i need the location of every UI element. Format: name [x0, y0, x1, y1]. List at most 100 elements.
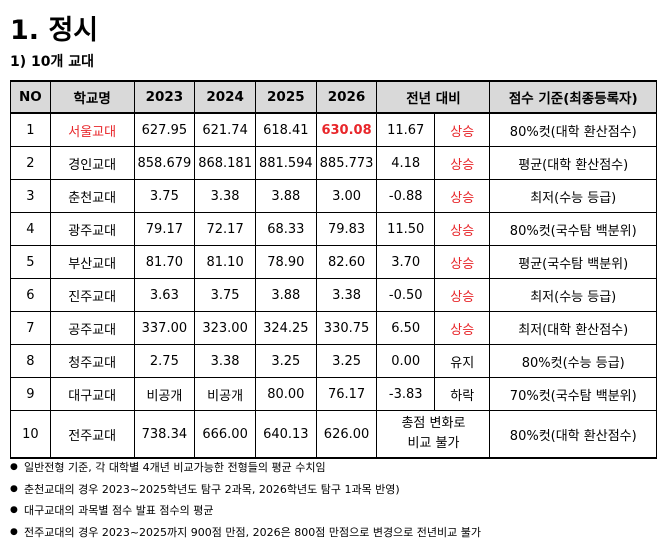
cell-2025: 3.88 [254, 179, 317, 213]
cell-no: 7 [10, 311, 51, 345]
cell-2023: 비공개 [133, 377, 196, 411]
cell-trend: 상승 [433, 146, 491, 180]
footnote-text: 대구교대의 과목별 점수 발표 점수의 평균 [24, 504, 214, 517]
bullet-icon: ● [10, 462, 18, 472]
cell-basis: 80%컷(국수탐 백분위) [489, 212, 657, 246]
header-no: NO [10, 80, 51, 114]
footnote-text: 춘천교대의 경우 2023~2025학년도 탐구 2과목, 2026학년도 탐구… [24, 482, 400, 496]
cell-diff: -3.83 [376, 377, 435, 411]
cell-no: 8 [10, 344, 51, 378]
header-basis: 점수 기준(최종등록자) [489, 80, 657, 114]
cell-2025: 78.90 [254, 245, 317, 279]
cell-basis: 80%컷(대학 환산점수) [489, 112, 657, 147]
cell-school: 청주교대 [49, 344, 135, 378]
footnote-item: ● 대구교대의 과목별 점수 발표 점수의 평균 [10, 500, 660, 522]
cell-trend: 상승 [433, 311, 491, 345]
admission-score-table: NO 학교명 2023 2024 2025 2026 전년 대비 점수 기준(최… [10, 80, 657, 459]
cell-2025: 881.594 [254, 146, 317, 180]
cell-2024: 3.38 [194, 179, 256, 213]
cell-2023: 2.75 [133, 344, 196, 378]
cell-2025: 3.25 [254, 344, 317, 378]
cell-2024: 621.74 [194, 112, 256, 147]
cell-diff: 3.70 [376, 245, 435, 279]
table-row: 4 광주교대 79.17 72.17 68.33 79.83 11.50 상승 … [10, 212, 657, 246]
header-school: 학교명 [49, 80, 135, 114]
cell-2023: 337.00 [133, 311, 196, 345]
cell-2024: 72.17 [194, 212, 256, 246]
table-row: 7 공주교대 337.00 323.00 324.25 330.75 6.50 … [10, 311, 657, 345]
merged-note-line1: 총점 변화로 [401, 416, 466, 431]
cell-2025: 3.88 [254, 278, 317, 312]
table-row: 1 서울교대 627.95 621.74 618.41 630.08 11.67… [10, 112, 657, 147]
cell-2025: 640.13 [254, 410, 317, 459]
cell-diff: -0.50 [376, 278, 435, 312]
bullet-icon: ● [10, 505, 18, 515]
table-row: 5 부산교대 81.70 81.10 78.90 82.60 3.70 상승 평… [10, 245, 657, 279]
cell-2024: 3.75 [194, 278, 256, 312]
cell-no: 4 [10, 212, 51, 246]
table-row: 8 청주교대 2.75 3.38 3.25 3.25 0.00 유지 80%컷(… [10, 344, 657, 378]
cell-diff: 0.00 [376, 344, 435, 378]
cell-diff: 11.50 [376, 212, 435, 246]
cell-2025: 80.00 [254, 377, 317, 411]
cell-2023: 3.63 [133, 278, 196, 312]
cell-basis: 최저(수능 등급) [489, 179, 657, 213]
cell-2023: 738.34 [133, 410, 196, 459]
cell-school: 광주교대 [49, 212, 135, 246]
cell-2025: 324.25 [254, 311, 317, 345]
cell-2023: 81.70 [133, 245, 196, 279]
cell-basis: 80%컷(수능 등급) [489, 344, 657, 378]
cell-trend: 상승 [433, 179, 491, 213]
cell-trend: 유지 [433, 344, 491, 378]
header-2025: 2025 [254, 80, 317, 114]
header-2024: 2024 [194, 80, 256, 114]
bullet-icon: ● [10, 483, 18, 494]
cell-no: 9 [10, 377, 51, 411]
footnotes: ● 일반전형 기준, 각 대학별 4개년 비교가능한 전형들의 평균 수치임 ●… [10, 457, 660, 543]
cell-yoy-merged: 총점 변화로 비교 불가 [376, 410, 491, 459]
cell-basis: 평균(국수탐 백분위) [489, 245, 657, 279]
page-title: 1. 정시 [10, 15, 99, 46]
cell-2024: 비공개 [194, 377, 256, 411]
cell-basis: 최저(대학 환산점수) [489, 311, 657, 345]
cell-2024: 323.00 [194, 311, 256, 345]
cell-2026: 79.83 [315, 212, 378, 246]
cell-2026: 3.25 [315, 344, 378, 378]
cell-school: 전주교대 [49, 410, 135, 459]
cell-2024: 868.181 [194, 146, 256, 180]
cell-2024: 81.10 [194, 245, 256, 279]
cell-2026: 626.00 [315, 410, 378, 459]
cell-no: 5 [10, 245, 51, 279]
header-yoy: 전년 대비 [376, 80, 491, 114]
cell-school: 공주교대 [49, 311, 135, 345]
section-subtitle: 1) 10개 교대 [10, 54, 95, 70]
footnote-item: ● 일반전형 기준, 각 대학별 4개년 비교가능한 전형들의 평균 수치임 [10, 457, 660, 479]
cell-2026: 330.75 [315, 311, 378, 345]
cell-no: 10 [10, 410, 51, 459]
cell-trend: 상승 [433, 212, 491, 246]
cell-no: 6 [10, 278, 51, 312]
table-row: 10 전주교대 738.34 666.00 640.13 626.00 총점 변… [10, 410, 657, 459]
bullet-icon: ● [10, 526, 18, 537]
cell-2026: 885.773 [315, 146, 378, 180]
cell-no: 1 [10, 112, 51, 147]
cell-2026: 3.38 [315, 278, 378, 312]
cell-2023: 627.95 [133, 112, 196, 147]
cell-basis: 70%컷(국수탐 백분위) [489, 377, 657, 411]
cell-basis: 80%컷(대학 환산점수) [489, 410, 657, 459]
cell-trend: 하락 [433, 377, 491, 411]
cell-diff: 4.18 [376, 146, 435, 180]
cell-2023: 79.17 [133, 212, 196, 246]
footnote-item: ● 전주교대의 경우 2023~2025까지 900점 만점, 2026은 80… [10, 522, 660, 544]
cell-diff: -0.88 [376, 179, 435, 213]
table-row: 9 대구교대 비공개 비공개 80.00 76.17 -3.83 하락 70%컷… [10, 377, 657, 411]
cell-2023: 858.679 [133, 146, 196, 180]
cell-school: 춘천교대 [49, 179, 135, 213]
footnote-text: 일반전형 기준, 각 대학별 4개년 비교가능한 전형들의 평균 수치임 [24, 461, 326, 474]
cell-no: 3 [10, 179, 51, 213]
cell-school: 대구교대 [49, 377, 135, 411]
cell-2025: 618.41 [254, 112, 317, 147]
header-2026: 2026 [315, 80, 378, 114]
cell-school: 진주교대 [49, 278, 135, 312]
